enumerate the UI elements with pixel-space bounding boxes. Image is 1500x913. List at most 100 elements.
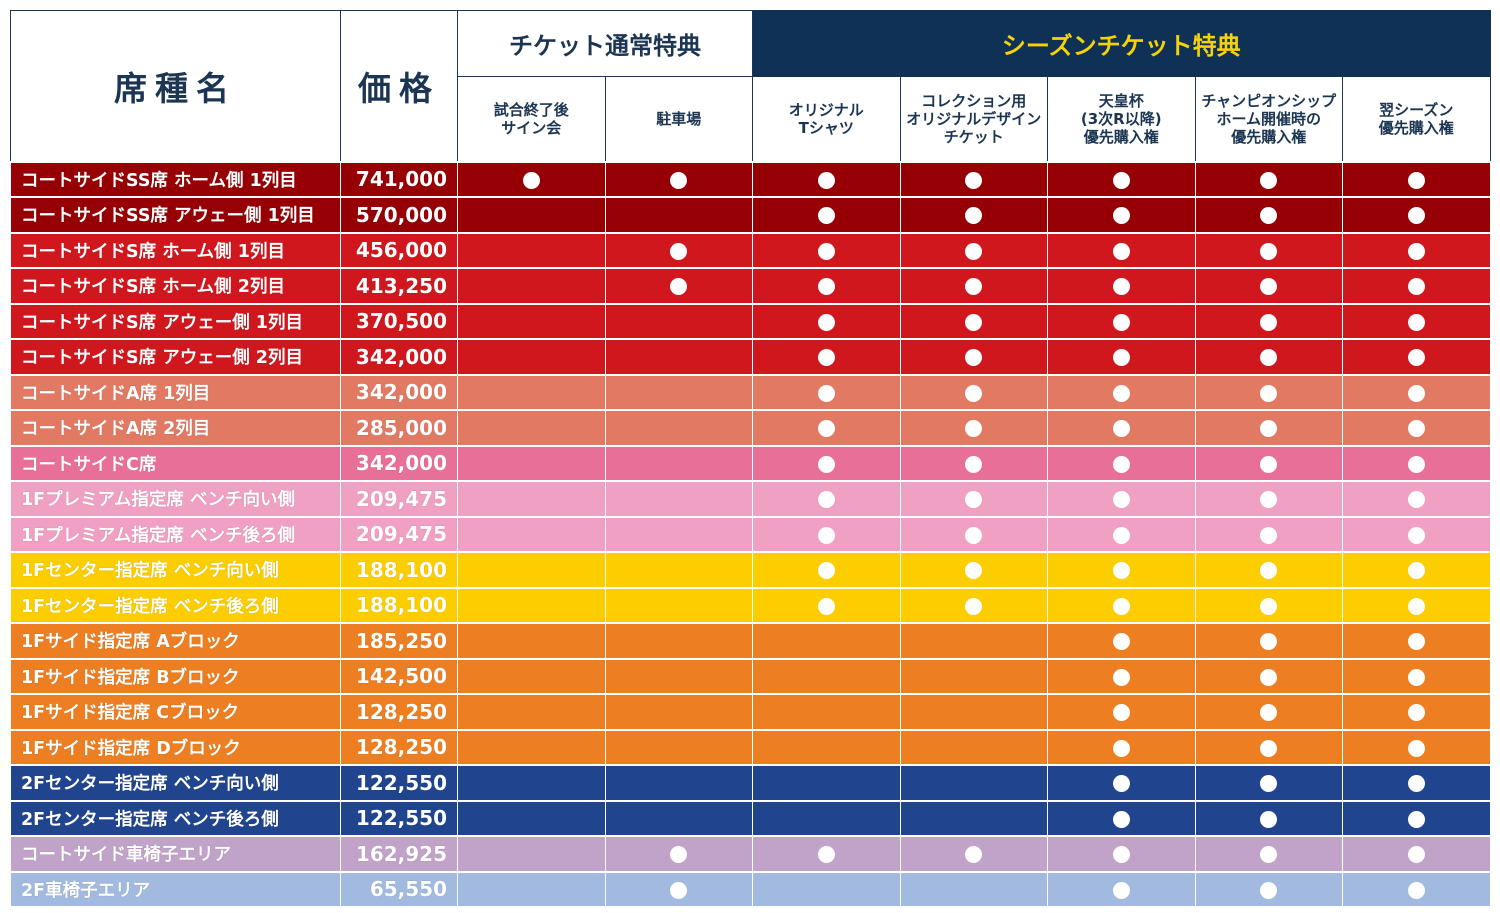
benefit-cell-1 (457, 409, 606, 447)
included-dot-icon (1112, 739, 1130, 757)
table-row: コートサイドS席 ホーム側 2列目 413,250 (10, 267, 1491, 305)
benefit-cell-7 (1342, 409, 1491, 447)
benefit-cell-3 (752, 338, 901, 376)
included-dot-icon (1407, 739, 1425, 757)
benefit-cell-4 (899, 196, 1048, 234)
benefit-header-2: 駐車場 (604, 76, 753, 162)
benefit-cell-4 (899, 338, 1048, 376)
price-cell: 128,250 (340, 693, 458, 731)
benefit-cell-1 (457, 728, 606, 766)
benefit-cell-2 (604, 231, 753, 269)
included-dot-icon (1260, 597, 1278, 615)
included-dot-icon (1407, 278, 1425, 296)
included-dot-icon (1407, 668, 1425, 686)
price-cell: 185,250 (340, 622, 458, 660)
benefit-cell-7 (1342, 196, 1491, 234)
included-dot-icon (965, 597, 983, 615)
benefit-cell-4 (899, 870, 1048, 908)
benefit-cell-6 (1194, 870, 1343, 908)
benefit-cell-5 (1047, 799, 1196, 837)
price-cell: 122,550 (340, 799, 458, 837)
price-cell: 285,000 (340, 409, 458, 447)
benefit-cell-1 (457, 267, 606, 305)
benefit-cell-1 (457, 196, 606, 234)
benefit-cell-3 (752, 622, 901, 660)
included-dot-icon (1260, 633, 1278, 651)
benefit-cell-5 (1047, 160, 1196, 198)
table-header: 席種名 価格 チケット通常特典 シーズンチケット特典 試合終了後 サイン会 駐車場… (10, 10, 1491, 162)
included-dot-icon (817, 455, 835, 473)
included-dot-icon (817, 597, 835, 615)
benefit-cell-1 (457, 231, 606, 269)
table-row: コートサイドSS席 アウェー側 1列目 570,000 (10, 196, 1491, 234)
benefit-header-1: 試合終了後 サイン会 (457, 76, 606, 162)
seat-name-cell: 2F車椅子エリア (10, 870, 341, 908)
benefit-cell-6 (1194, 835, 1343, 873)
included-dot-icon (1407, 562, 1425, 580)
included-dot-icon (1112, 668, 1130, 686)
included-dot-icon (1407, 349, 1425, 367)
included-dot-icon (817, 171, 835, 189)
benefit-cell-4 (899, 160, 1048, 198)
price-cell: 741,000 (340, 160, 458, 198)
seat-name-cell: 1Fサイド指定席 Bブロック (10, 657, 341, 695)
benefit-cell-3 (752, 515, 901, 553)
table-row: 1Fセンター指定席 ベンチ向い側 188,100 (10, 551, 1491, 589)
included-dot-icon (1407, 810, 1425, 828)
included-dot-icon (670, 846, 688, 864)
included-dot-icon (965, 846, 983, 864)
included-dot-icon (1260, 278, 1278, 296)
included-dot-icon (1112, 455, 1130, 473)
included-dot-icon (1260, 704, 1278, 722)
included-dot-icon (1112, 242, 1130, 260)
benefit-cell-6 (1194, 444, 1343, 482)
benefit-cell-4 (899, 764, 1048, 802)
included-dot-icon (670, 278, 688, 296)
included-dot-icon (670, 171, 688, 189)
included-dot-icon (817, 207, 835, 225)
seat-name-cell: コートサイドSS席 アウェー側 1列目 (10, 196, 341, 234)
included-dot-icon (965, 420, 983, 438)
included-dot-icon (965, 455, 983, 473)
benefit-cell-1 (457, 835, 606, 873)
benefit-cell-2 (604, 622, 753, 660)
included-dot-icon (1407, 491, 1425, 509)
included-dot-icon (1260, 384, 1278, 402)
included-dot-icon (817, 526, 835, 544)
benefit-cell-1 (457, 693, 606, 731)
benefit-cell-5 (1047, 657, 1196, 695)
price-cell: 342,000 (340, 373, 458, 411)
benefit-cell-6 (1194, 764, 1343, 802)
benefit-cell-3 (752, 444, 901, 482)
included-dot-icon (817, 491, 835, 509)
benefit-cell-7 (1342, 693, 1491, 731)
included-dot-icon (1260, 207, 1278, 225)
included-dot-icon (1260, 420, 1278, 438)
benefit-cell-1 (457, 302, 606, 340)
benefit-cell-2 (604, 551, 753, 589)
benefit-cell-3 (752, 693, 901, 731)
seat-benefits-table-wrapper: 席種名 価格 チケット通常特典 シーズンチケット特典 試合終了後 サイン会 駐車場… (10, 10, 1491, 908)
benefit-cell-5 (1047, 622, 1196, 660)
table-row: コートサイドS席 アウェー側 1列目 370,500 (10, 302, 1491, 340)
benefit-cell-7 (1342, 302, 1491, 340)
benefit-cell-3 (752, 728, 901, 766)
benefit-cell-5 (1047, 409, 1196, 447)
included-dot-icon (1112, 810, 1130, 828)
included-dot-icon (965, 349, 983, 367)
benefit-cell-6 (1194, 799, 1343, 837)
benefit-cell-5 (1047, 551, 1196, 589)
table-row: コートサイドA席 1列目 342,000 (10, 373, 1491, 411)
benefit-cell-2 (604, 764, 753, 802)
price-cell: 342,000 (340, 444, 458, 482)
included-dot-icon (1260, 846, 1278, 864)
table-row: 1Fセンター指定席 ベンチ後ろ側 188,100 (10, 586, 1491, 624)
benefit-cell-7 (1342, 799, 1491, 837)
included-dot-icon (1112, 775, 1130, 793)
seat-name-cell: 2Fセンター指定席 ベンチ向い側 (10, 764, 341, 802)
seat-name-cell: 1Fプレミアム指定席 ベンチ後ろ側 (10, 515, 341, 553)
included-dot-icon (1112, 207, 1130, 225)
included-dot-icon (1407, 455, 1425, 473)
benefit-cell-2 (604, 799, 753, 837)
seat-name-cell: コートサイドS席 アウェー側 1列目 (10, 302, 341, 340)
